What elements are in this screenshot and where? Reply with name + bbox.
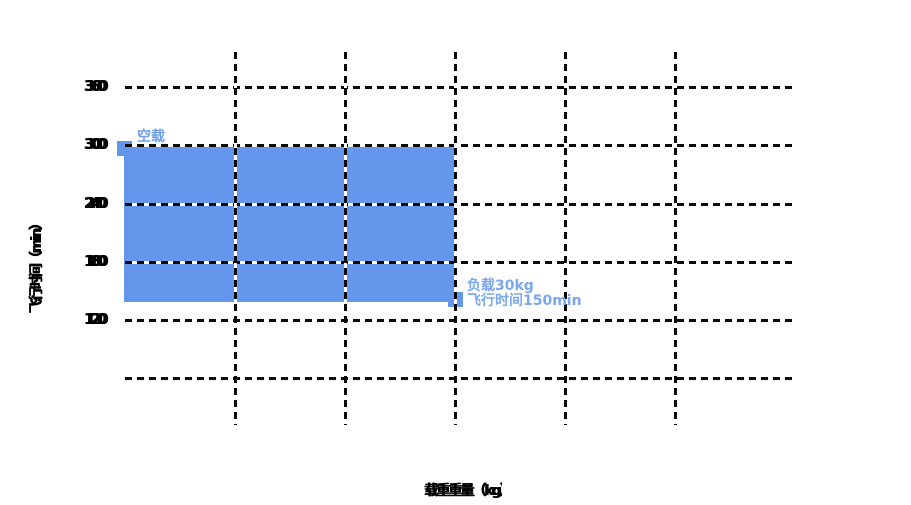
gridline-horizontal: [125, 319, 795, 322]
gridline-vertical: [564, 52, 567, 425]
annotation-load-line2: 飞行时间150min: [467, 293, 582, 309]
y-tick-300: 300: [83, 135, 107, 153]
x-axis-title: 载重重量（kg）: [424, 483, 502, 499]
flight-envelope-area: [124, 146, 456, 302]
annotation-empty-load: 空载: [137, 129, 165, 145]
gridline-vertical: [454, 52, 457, 425]
gridline-horizontal: [125, 86, 795, 89]
y-axis-title: 飞行时间（min）: [29, 218, 45, 314]
y-tick-120: 120: [83, 310, 107, 328]
gridline-vertical: [234, 52, 237, 425]
y-tick-360: 360: [83, 77, 107, 95]
gridline-vertical: [344, 52, 347, 425]
gridline-horizontal: [125, 203, 795, 206]
annotation-load-line1: 负载30kg: [467, 278, 534, 294]
gridline-vertical: [674, 52, 677, 425]
gridline-horizontal: [125, 144, 795, 147]
annotation-load-30kg: 负载30kg 飞行时间150min: [467, 279, 582, 309]
y-tick-240: 240: [83, 194, 107, 212]
y-tick-180: 180: [83, 252, 107, 270]
gridline-horizontal: [125, 261, 795, 264]
gridline-horizontal: [125, 377, 795, 380]
